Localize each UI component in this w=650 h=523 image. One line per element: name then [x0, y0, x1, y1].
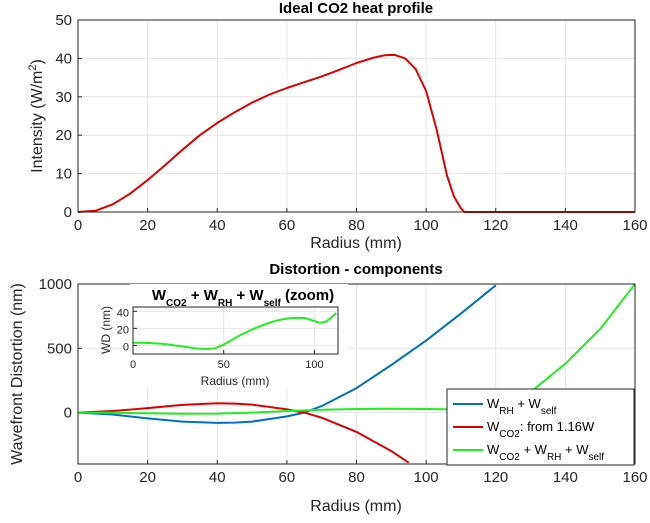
inset-ytick-label: 0: [123, 341, 129, 353]
distortion-title: Distortion - components: [269, 261, 442, 278]
heat-profile-ytick-label: 20: [55, 127, 72, 144]
inset-ytick-label: 20: [117, 324, 129, 336]
distortion-ytick-label: 0: [64, 405, 72, 422]
distortion-xtick-label: 20: [139, 469, 156, 486]
inset-title-w2: + W: [187, 287, 219, 304]
distortion-xtick-label: 0: [74, 469, 82, 486]
inset-ytick-label: 40: [117, 307, 129, 319]
heat-profile-tick-labels: 0 20 40 60 80 100 120 140 160 0 10 20 30 40 50: [55, 12, 647, 234]
legend-total-w1: W: [487, 442, 500, 457]
distortion-xtick-label: 120: [483, 469, 508, 486]
legend-total-sub2: RH: [547, 452, 561, 463]
heat-profile-xtick-label: 120: [483, 217, 508, 234]
heat-profile-ytick-label: 40: [55, 50, 72, 67]
heat-profile-xtick-label: 160: [622, 217, 647, 234]
legend-entry-total: WCO2 + WRH + Wself: [487, 442, 604, 463]
distortion-legend: WRH + Wself WCO2: from 1.16W WCO2 + WRH …: [446, 388, 635, 466]
heat-profile-ytick-label: 10: [55, 166, 72, 183]
heat-profile-xtick-label: 80: [348, 217, 365, 234]
legend-co2-sub: CO2: [499, 429, 520, 440]
legend-co2-w: W: [487, 419, 500, 434]
heat-profile-ylabel: Intensity (W/m2): [27, 59, 46, 173]
legend-total-w2: + W: [520, 442, 548, 457]
distortion-line-0: [78, 284, 497, 424]
inset-grid: [132, 307, 338, 354]
heat-profile-ytick-label: 30: [55, 89, 72, 106]
legend-co2-mid: : from 1.16W: [520, 419, 595, 434]
inset-title: WCO2 + WRH + Wself (zoom): [152, 287, 334, 309]
legend-rh-self-w: W: [487, 396, 500, 411]
inset-title-zoom: (zoom): [281, 287, 334, 304]
inset-title-w3: + W: [232, 287, 264, 304]
distortion-ytick-label: 500: [47, 340, 72, 357]
distortion-line-1: [78, 402, 410, 464]
legend-total-sub3: self: [588, 452, 604, 463]
distortion-xlabel: Radius (mm): [310, 498, 402, 515]
distortion-axes-box: [77, 283, 636, 465]
distortion-xtick-label: 40: [209, 469, 226, 486]
heat-profile-xtick-label: 60: [279, 217, 296, 234]
distortion-xtick-label: 60: [279, 469, 296, 486]
heat-profile-axes-box: [77, 19, 636, 213]
distortion-xtick-label: 100: [414, 469, 439, 486]
distortion-xtick-label: 160: [622, 469, 647, 486]
distortion-ylabel: Wavefront Distortion (nm): [9, 283, 26, 465]
inset-line: [133, 312, 337, 350]
heat-profile-xlabel: Radius (mm): [310, 235, 402, 252]
distortion-plot: Distortion - components 0 20 40 60 80 100 120 1…: [9, 261, 648, 515]
heat-profile-xtick-label: 20: [139, 217, 156, 234]
heat-profile-xtick-label: 40: [209, 217, 226, 234]
distortion-xtick-label: 80: [348, 469, 365, 486]
heat-profile-ylabel-end: ): [29, 59, 46, 64]
heat-profile-title: Ideal CO2 heat profile: [279, 0, 433, 17]
inset-tick-labels: 0 50 100 0 20 40: [117, 307, 324, 371]
inset-title-w1: W: [152, 287, 167, 304]
heat-profile-xtick-label: 0: [74, 217, 82, 234]
inset-xtick-label: 0: [130, 359, 136, 371]
inset-title-sub3: self: [264, 298, 282, 309]
heat-profile-ylabel-main: Intensity (W/m: [29, 71, 46, 173]
heat-profile-ytick-label: 50: [55, 12, 72, 29]
heat-profile-grid: [77, 19, 636, 213]
inset-xtick-label: 100: [305, 359, 323, 371]
inset-title-sub1: CO2: [166, 298, 187, 309]
legend-entry-rh-self: WRH + Wself: [487, 396, 557, 417]
legend-total-w3: + W: [561, 442, 589, 457]
heat-profile-plot: Ideal CO2 heat profile 0 20 40 60 80 100 120 14…: [27, 0, 648, 252]
heat-profile-xtick-label: 140: [553, 217, 578, 234]
heat-profile-ytick-label: 0: [64, 204, 72, 221]
inset-series: [133, 312, 337, 350]
legend-rh-self-sub: RH: [499, 406, 513, 417]
distortion-xtick-label: 140: [553, 469, 578, 486]
legend-rh-self-mid: + W: [514, 396, 542, 411]
inset-xtick-label: 50: [218, 359, 230, 371]
inset-xlabel: Radius (mm): [201, 374, 270, 388]
inset-title-sub2: RH: [218, 298, 232, 309]
distortion-ytick-label: 1000: [39, 276, 72, 293]
heat-profile-xtick-label: 100: [414, 217, 439, 234]
legend-entry-co2: WCO2: from 1.16W: [487, 419, 595, 440]
legend-rh-self-sub2: self: [541, 406, 557, 417]
inset-axes-box: [132, 306, 339, 355]
legend-total-sub1: CO2: [499, 452, 520, 463]
inset-ylabel: WD (nm): [99, 306, 113, 354]
heat-profile-ylabel-sup: 2: [27, 64, 39, 70]
